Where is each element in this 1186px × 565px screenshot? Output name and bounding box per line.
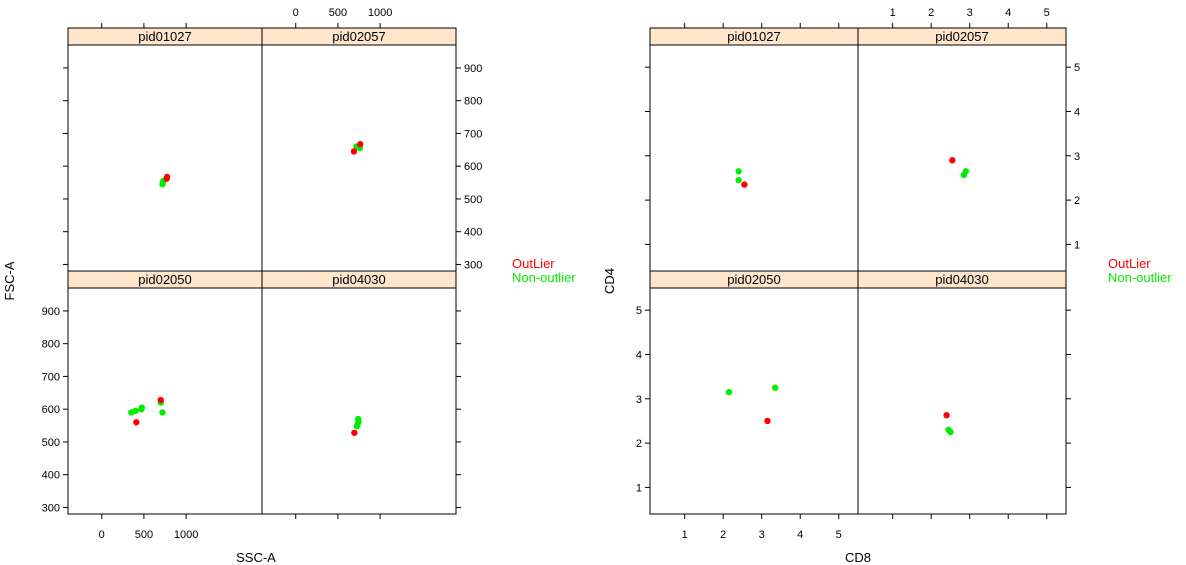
non-outlier-point-pid02050-1 <box>771 384 779 391</box>
x-tick-label: 2 <box>720 529 726 541</box>
y-tick-label: 2 <box>636 438 642 450</box>
y-tick-label: 600 <box>42 404 60 416</box>
y-tick-label: 5 <box>636 305 642 317</box>
non-outlier-point-pid01027-1 <box>735 176 742 184</box>
x-tick-label: 500 <box>135 529 153 541</box>
legend-entry-outlier: OutLier <box>1108 256 1151 271</box>
panel-frame-pid04030 <box>261 287 457 515</box>
non-outlier-point-pid02050-1 <box>132 407 139 415</box>
panel-pid04030: pid04030 <box>857 270 1067 515</box>
x-tick-label: 0 <box>99 529 105 541</box>
y-tick-label: 800 <box>42 339 60 351</box>
outlier-point-pid01027-4 <box>163 173 171 181</box>
legend-entry-outlier: OutLier <box>512 256 555 271</box>
y-tick-label: 3 <box>636 394 642 406</box>
x-axis-label: SSC-A <box>236 550 276 565</box>
legend-entry-non-outlier: Non-outlier <box>1108 270 1172 285</box>
panel-frame-pid04030 <box>857 287 1067 515</box>
y-tick-label: 1 <box>1074 239 1080 251</box>
outlier-point-pid02050-6 <box>157 396 164 404</box>
panel-pid02057: pid02057 <box>261 27 457 272</box>
y-tick-label: 5 <box>1074 62 1080 74</box>
non-outlier-point-pid02057-2 <box>962 168 970 175</box>
panel-pid02050: pid02050 <box>649 270 859 515</box>
y-tick-label: 4 <box>1074 106 1080 118</box>
panel-frame-pid01027 <box>67 44 263 272</box>
strip-label-pid02050: pid02050 <box>727 272 781 287</box>
panel-pid02050: pid02050 <box>67 270 263 515</box>
strip-label-pid02057: pid02057 <box>332 29 386 44</box>
strip-label-pid04030: pid04030 <box>935 272 989 287</box>
outlier-point-pid01027-2 <box>741 181 748 188</box>
panel-pid01027: pid01027 <box>67 27 263 272</box>
panel-pid01027: pid01027 <box>649 27 859 272</box>
outlier-point-pid04030-4 <box>351 429 358 436</box>
strip-label-pid01027: pid01027 <box>727 29 781 44</box>
x-axis-label: CD8 <box>845 550 871 565</box>
y-tick-label: 700 <box>464 128 482 140</box>
chart-1: pid01027 pid02057 pid02050 pid04030 1 2 3 4 5 1 2 3… <box>602 7 1172 565</box>
x-tick-label: 5 <box>836 529 842 541</box>
non-outlier-point-pid02050-0 <box>725 388 733 396</box>
x-tick-label: 5 <box>1044 7 1050 19</box>
outlier-point-pid02057-0 <box>949 157 956 164</box>
panel-frame-pid02057 <box>857 44 1067 272</box>
strip-label-pid01027: pid01027 <box>138 29 192 44</box>
y-tick-label: 600 <box>464 161 482 173</box>
outlier-point-pid02050-7 <box>133 419 140 426</box>
strip-label-pid02057: pid02057 <box>935 29 989 44</box>
y-tick-label: 3 <box>1074 151 1080 163</box>
y-tick-label: 800 <box>464 96 482 108</box>
x-tick-label: 500 <box>329 7 347 19</box>
y-tick-label: 300 <box>42 502 60 514</box>
y-axis-label: FSC-A <box>2 261 17 300</box>
x-tick-label: 1 <box>682 529 688 541</box>
y-axis-label: CD4 <box>602 268 617 294</box>
x-tick-label: 1000 <box>174 529 198 541</box>
panel-pid04030: pid04030 <box>261 270 457 515</box>
y-tick-label: 400 <box>42 470 60 482</box>
y-tick-label: 4 <box>636 349 642 361</box>
panel-frame-pid02050 <box>67 287 263 515</box>
panel-frame-pid02057 <box>261 44 457 272</box>
y-tick-label: 500 <box>464 194 482 206</box>
x-tick-label: 1000 <box>368 7 392 19</box>
panel-pid02057: pid02057 <box>857 27 1067 272</box>
y-tick-label: 2 <box>1074 195 1080 207</box>
non-outlier-point-pid02050-5 <box>159 409 166 416</box>
outlier-point-pid04030-0 <box>943 411 950 419</box>
y-tick-label: 300 <box>464 259 482 271</box>
strip-label-pid04030: pid04030 <box>332 272 386 287</box>
non-outlier-point-pid04030-2 <box>947 428 954 436</box>
x-tick-label: 4 <box>797 529 803 541</box>
x-tick-label: 2 <box>928 7 934 19</box>
y-tick-label: 700 <box>42 371 60 383</box>
chart-0: pid01027 pid02057 pid02050 pid04030 0 500 1000… <box>2 7 576 565</box>
y-tick-label: 1 <box>636 482 642 494</box>
outlier-point-pid02057-3 <box>357 141 364 148</box>
x-tick-label: 3 <box>759 529 765 541</box>
y-tick-label: 900 <box>464 63 482 75</box>
outlier-point-pid02057-2 <box>350 148 358 155</box>
non-outlier-point-pid02050-3 <box>138 404 146 411</box>
non-outlier-point-pid01027-0 <box>735 168 742 175</box>
y-tick-label: 500 <box>42 437 60 449</box>
y-tick-label: 900 <box>42 306 60 318</box>
x-tick-label: 3 <box>967 7 973 19</box>
outlier-point-pid02050-2 <box>764 417 771 425</box>
x-tick-label: 0 <box>293 7 299 19</box>
legend-entry-non-outlier: Non-outlier <box>512 270 576 285</box>
y-tick-label: 400 <box>464 227 482 239</box>
panel-frame-pid01027 <box>649 44 859 272</box>
non-outlier-point-pid04030-3 <box>353 423 361 430</box>
panel-frame-pid02050 <box>649 287 859 515</box>
x-tick-label: 4 <box>1005 7 1011 19</box>
x-tick-label: 1 <box>890 7 896 19</box>
strip-label-pid02050: pid02050 <box>138 272 192 287</box>
